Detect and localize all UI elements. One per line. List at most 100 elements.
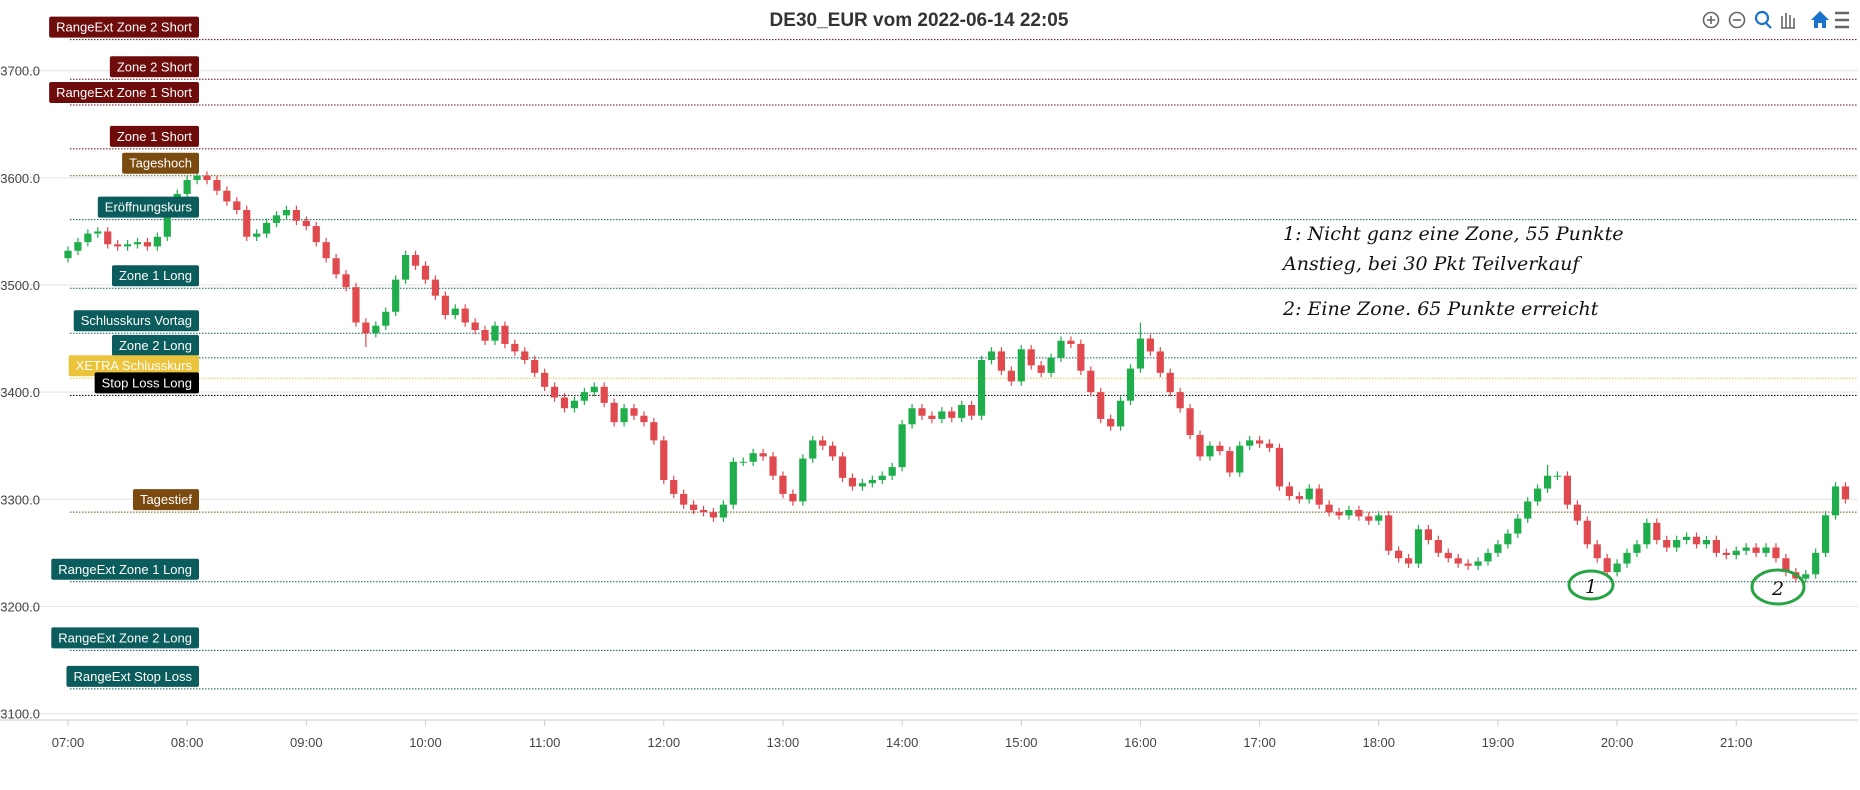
candle-body <box>1295 496 1303 500</box>
candle-body <box>64 250 72 259</box>
candle-body <box>1524 501 1532 519</box>
x-tick-label: 12:00 <box>648 735 681 750</box>
candle-body <box>1305 488 1313 500</box>
zoom-in-button[interactable] <box>1702 11 1720 29</box>
candle-body <box>1692 536 1701 545</box>
annotation: 1: Nicht ganz eine Zone, 55 Punkte <box>1283 223 1623 245</box>
level-label-bg <box>97 196 199 218</box>
candle-body <box>809 440 817 459</box>
y-tick-label: 13700.0 <box>0 64 40 79</box>
candle-body <box>759 453 767 457</box>
candle-body <box>302 220 310 227</box>
candle-body <box>521 351 529 360</box>
level-label: RangeExt Zone 1 Long <box>51 558 199 580</box>
candle-body <box>1216 445 1224 452</box>
candle-body <box>1563 475 1572 505</box>
marker-circle <box>1567 569 1615 601</box>
candle-body <box>1007 370 1015 382</box>
level-label: Zone 1 Long <box>111 265 199 287</box>
candle-body <box>640 415 648 423</box>
candle-body <box>143 242 152 247</box>
x-tick-label: 19:00 <box>1482 735 1515 750</box>
candle-body <box>84 233 92 243</box>
candle-body <box>1275 447 1284 487</box>
candle-body <box>1712 540 1720 553</box>
candle-body <box>948 411 956 418</box>
candle-body <box>1246 440 1254 446</box>
candle-body <box>133 242 142 245</box>
home-button[interactable] <box>1811 11 1829 28</box>
candle-body <box>868 480 876 484</box>
zoom-out-button[interactable] <box>1728 11 1746 29</box>
candle-body <box>431 279 440 296</box>
candle-body <box>1553 475 1562 477</box>
pan-button[interactable] <box>1781 13 1795 29</box>
candle-body <box>1037 365 1045 373</box>
candle-body <box>1176 392 1184 409</box>
x-tick-label: 09:00 <box>290 735 323 750</box>
candle-body <box>193 175 201 180</box>
candles <box>64 171 1850 583</box>
candle-body <box>987 351 996 360</box>
candle-body <box>1682 536 1691 540</box>
candle-body <box>660 440 668 480</box>
candle-body <box>958 405 966 418</box>
x-tick-label: 20:00 <box>1601 735 1634 750</box>
candle-body <box>888 467 896 476</box>
candle-body <box>1653 522 1661 540</box>
candle-body <box>282 210 291 216</box>
level-label-bg <box>111 265 199 287</box>
candle-body <box>1285 486 1293 497</box>
candle-body <box>1464 563 1472 566</box>
chart-title: DE30_EUR vom 2022-06-14 22:05 <box>770 10 1069 31</box>
candle-body <box>878 475 886 480</box>
candle-body <box>1782 558 1790 573</box>
level-label-text: Tagestief <box>140 492 192 507</box>
candle-body <box>213 180 221 191</box>
candle-body <box>1126 368 1135 401</box>
candle-body <box>1762 547 1770 553</box>
candle-body <box>600 386 608 403</box>
candle-body <box>392 279 400 312</box>
candle-body <box>163 210 171 237</box>
marker-circle <box>1750 568 1806 606</box>
candle-body <box>1097 392 1105 419</box>
x-tick-label: 21:00 <box>1720 735 1753 750</box>
candle-body <box>938 411 946 419</box>
level-label: Tageshoch <box>122 152 199 174</box>
level-label: RangeExt Stop Loss <box>66 665 199 687</box>
candle-body <box>1027 349 1035 366</box>
candle-body <box>541 372 549 387</box>
level-label: Eröffnungskurs <box>97 196 199 218</box>
candle-body <box>511 343 519 352</box>
y-tick-label: 13600.0 <box>0 171 40 186</box>
candle-body <box>1514 518 1522 534</box>
candle-body <box>1722 552 1730 555</box>
candle-body <box>898 424 906 468</box>
candle-body <box>1802 574 1810 579</box>
level-label-bg <box>49 82 199 103</box>
candle-body <box>1335 512 1343 516</box>
candle-body <box>1534 488 1542 502</box>
zoom-button[interactable] <box>1754 10 1772 29</box>
candle-body <box>153 236 161 247</box>
level-label-text: Zone 1 Long <box>119 268 192 283</box>
level-label: RangeExt Zone 1 Short <box>49 82 199 103</box>
candle-body <box>689 504 698 510</box>
candle-body <box>272 215 281 223</box>
candle-body <box>1742 547 1750 551</box>
candle-body <box>749 453 757 462</box>
candle-body <box>1226 451 1234 473</box>
candle-body <box>680 493 688 505</box>
menu-button[interactable] <box>1835 11 1849 29</box>
level-label-bg <box>51 627 199 649</box>
level-label-text: RangeExt Zone 1 Short <box>56 85 192 100</box>
candle-body <box>1732 550 1740 555</box>
level-label-text: RangeExt Stop Loss <box>73 669 192 684</box>
x-tick-label: 16:00 <box>1124 735 1157 750</box>
candle-body <box>1375 515 1383 521</box>
candle-body <box>997 351 1006 371</box>
x-tick-label: 10:00 <box>409 735 442 750</box>
level-label-text: RangeExt Zone 2 Long <box>58 630 192 645</box>
candle-body <box>1752 547 1760 553</box>
